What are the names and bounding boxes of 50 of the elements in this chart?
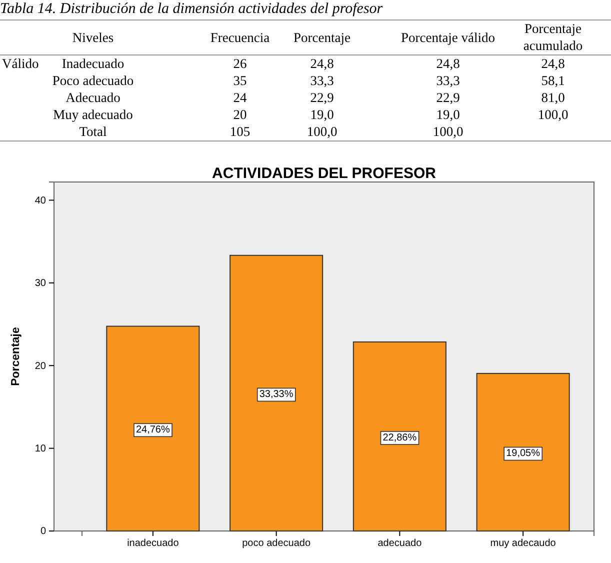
text: 81,0 [541, 90, 566, 105]
data-label: 24,76% [136, 424, 170, 436]
text: 24,8 [436, 56, 460, 71]
y-tick-label: 20 [34, 360, 46, 372]
x-tick-label: adecuado [378, 538, 422, 550]
text: Niveles [72, 30, 114, 45]
text: 33,3 [436, 73, 460, 88]
text: Inadecuado [62, 56, 124, 71]
x-tick-label: inadecuado [127, 538, 180, 550]
text: 26 [233, 56, 247, 71]
text: Porcentaje [294, 30, 350, 45]
text: Muy adecuado [53, 107, 134, 122]
text: Adecuado [66, 90, 121, 105]
x-tick-label: poco adecuado [242, 538, 311, 550]
x-tick-label: muy adecaudo [490, 538, 556, 550]
text: Válido [2, 56, 39, 71]
text: Frecuencia [210, 30, 270, 45]
y-tick-label: 0 [40, 526, 46, 538]
text: Porcentaje válido [400, 30, 496, 45]
text: 22,9 [310, 90, 334, 105]
data-label: 19,05% [506, 448, 540, 460]
y-tick-label: 40 [34, 195, 46, 206]
text: 19,0 [310, 107, 334, 122]
text: 19,0 [436, 107, 460, 122]
text: 100,0 [432, 124, 464, 139]
text: Porcentaje acumulado [523, 21, 583, 53]
text: Poco adecuado [52, 73, 134, 88]
chart-title: ACTIVIDADES DEL PROFESOR [212, 165, 436, 182]
text: 58,1 [541, 73, 565, 88]
bar [230, 254, 324, 532]
text: Total [79, 124, 108, 139]
text: Tabla 14. Distribución de la dimensión actividades del profesor [0, 1, 383, 17]
text: 24,8 [310, 56, 334, 71]
text: 20 [233, 107, 247, 122]
data-label: 33,33% [259, 389, 294, 400]
text: 24,8 [541, 56, 566, 71]
text: 105 [230, 124, 250, 139]
text: 100,0 [538, 107, 568, 122]
y-axis-title: Porcentaje [10, 327, 22, 386]
bar [352, 341, 446, 532]
text: 100,0 [306, 124, 338, 139]
text: 24 [233, 90, 247, 105]
y-tick-label: 10 [34, 444, 46, 454]
text: 35 [233, 73, 247, 88]
data-label: 22,86% [382, 432, 417, 444]
text: 33,3 [310, 73, 334, 88]
y-tick-label: 30 [34, 278, 46, 290]
bar [106, 326, 200, 532]
bar [476, 372, 570, 532]
text: 22,9 [436, 90, 460, 105]
